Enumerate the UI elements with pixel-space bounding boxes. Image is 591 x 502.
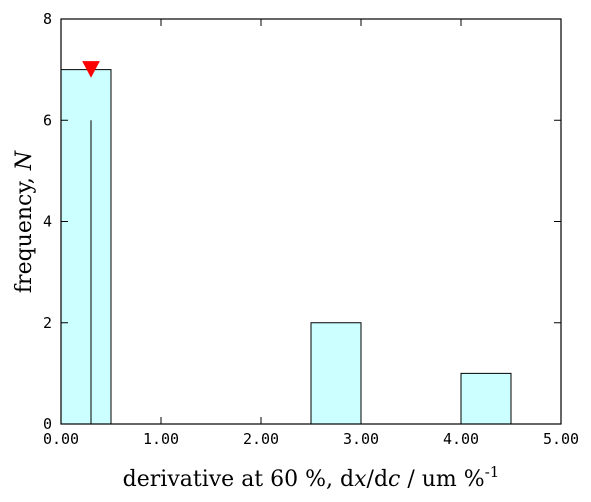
marker-triangle xyxy=(82,61,100,78)
x-tick-label: 5.00 xyxy=(543,430,579,448)
y-axis-title: frequency, N xyxy=(12,150,37,293)
histogram-bars xyxy=(60,69,512,425)
y-tick-label: 8 xyxy=(43,10,52,28)
x-tick-label: 0.00 xyxy=(43,430,79,448)
y-axis-ticks: 0 2 4 6 8 xyxy=(43,10,561,433)
x-tick-label: 3.00 xyxy=(343,430,379,448)
x-tick-label: 1.00 xyxy=(143,430,179,448)
x-axis-title: derivative at 60 %, dx/dc / um %-1 xyxy=(123,463,500,492)
x-axis-ticks: 0.00 1.00 2.00 3.00 4.00 5.00 xyxy=(43,19,579,448)
y-tick-label: 6 xyxy=(43,111,52,129)
histogram-bar xyxy=(60,69,112,425)
marker-group xyxy=(82,61,100,78)
x-tick-label: 2.00 xyxy=(243,430,279,448)
y-tick-label: 0 xyxy=(43,415,52,433)
histogram-bar xyxy=(310,322,362,425)
x-tick-label: 4.00 xyxy=(443,430,479,448)
y-tick-label: 4 xyxy=(43,213,52,231)
y-tick-label: 2 xyxy=(43,314,52,332)
histogram-bar xyxy=(460,372,512,425)
